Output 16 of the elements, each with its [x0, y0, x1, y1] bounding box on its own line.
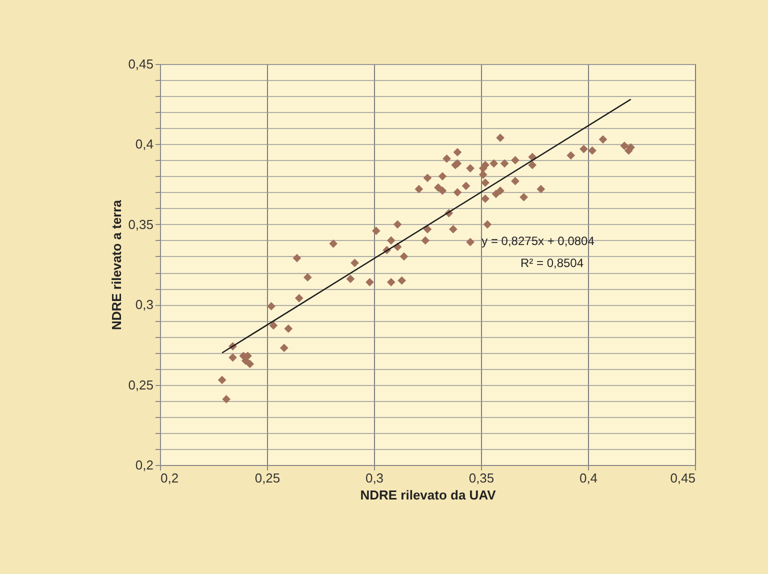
x-tick-label: 0,25 — [254, 470, 280, 486]
x-tick-label: 0,35 — [468, 470, 494, 486]
y-tick-label: 0,45 — [128, 56, 154, 72]
y-tick-label: 0,35 — [128, 216, 154, 232]
x-tick-label: 0,3 — [365, 470, 384, 486]
y-axis-title: NDRE rilevato a terra — [109, 199, 124, 330]
x-tick-label: 0,45 — [670, 470, 696, 486]
y-tick-label: 0,25 — [128, 377, 154, 392]
x-tick-label: 0,4 — [579, 470, 598, 486]
y-tick-label: 0,3 — [135, 297, 154, 312]
x-axis-title: NDRE rilevato da UAV — [360, 488, 496, 502]
y-tick-label: 0,4 — [135, 136, 154, 152]
annotation: R² = 0,8504 — [520, 256, 584, 270]
y-tick-label: 0,2 — [135, 458, 154, 472]
annotation: y = 0,8275x + 0,0804 — [482, 234, 595, 248]
x-tick-label: 0,2 — [160, 470, 179, 486]
